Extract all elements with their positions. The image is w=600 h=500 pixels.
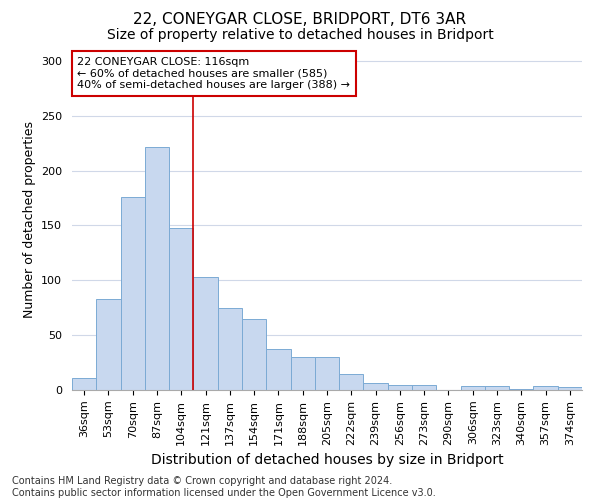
Bar [315, 357, 339, 390]
Bar [533, 386, 558, 390]
Bar [558, 386, 582, 390]
Text: 22 CONEYGAR CLOSE: 116sqm
← 60% of detached houses are smaller (585)
40% of semi: 22 CONEYGAR CLOSE: 116sqm ← 60% of detac… [77, 57, 350, 90]
Bar [290, 357, 315, 390]
Bar [218, 308, 242, 390]
Bar [145, 146, 169, 390]
Bar [193, 277, 218, 390]
Text: 22, CONEYGAR CLOSE, BRIDPORT, DT6 3AR: 22, CONEYGAR CLOSE, BRIDPORT, DT6 3AR [133, 12, 467, 28]
Bar [72, 378, 96, 390]
X-axis label: Distribution of detached houses by size in Bridport: Distribution of detached houses by size … [151, 453, 503, 467]
Y-axis label: Number of detached properties: Number of detached properties [23, 122, 35, 318]
Bar [461, 386, 485, 390]
Bar [509, 389, 533, 390]
Bar [364, 384, 388, 390]
Bar [412, 384, 436, 390]
Text: Size of property relative to detached houses in Bridport: Size of property relative to detached ho… [107, 28, 493, 42]
Bar [266, 350, 290, 390]
Text: Contains HM Land Registry data © Crown copyright and database right 2024.
Contai: Contains HM Land Registry data © Crown c… [12, 476, 436, 498]
Bar [388, 384, 412, 390]
Bar [121, 197, 145, 390]
Bar [169, 228, 193, 390]
Bar [242, 318, 266, 390]
Bar [339, 374, 364, 390]
Bar [485, 386, 509, 390]
Bar [96, 299, 121, 390]
